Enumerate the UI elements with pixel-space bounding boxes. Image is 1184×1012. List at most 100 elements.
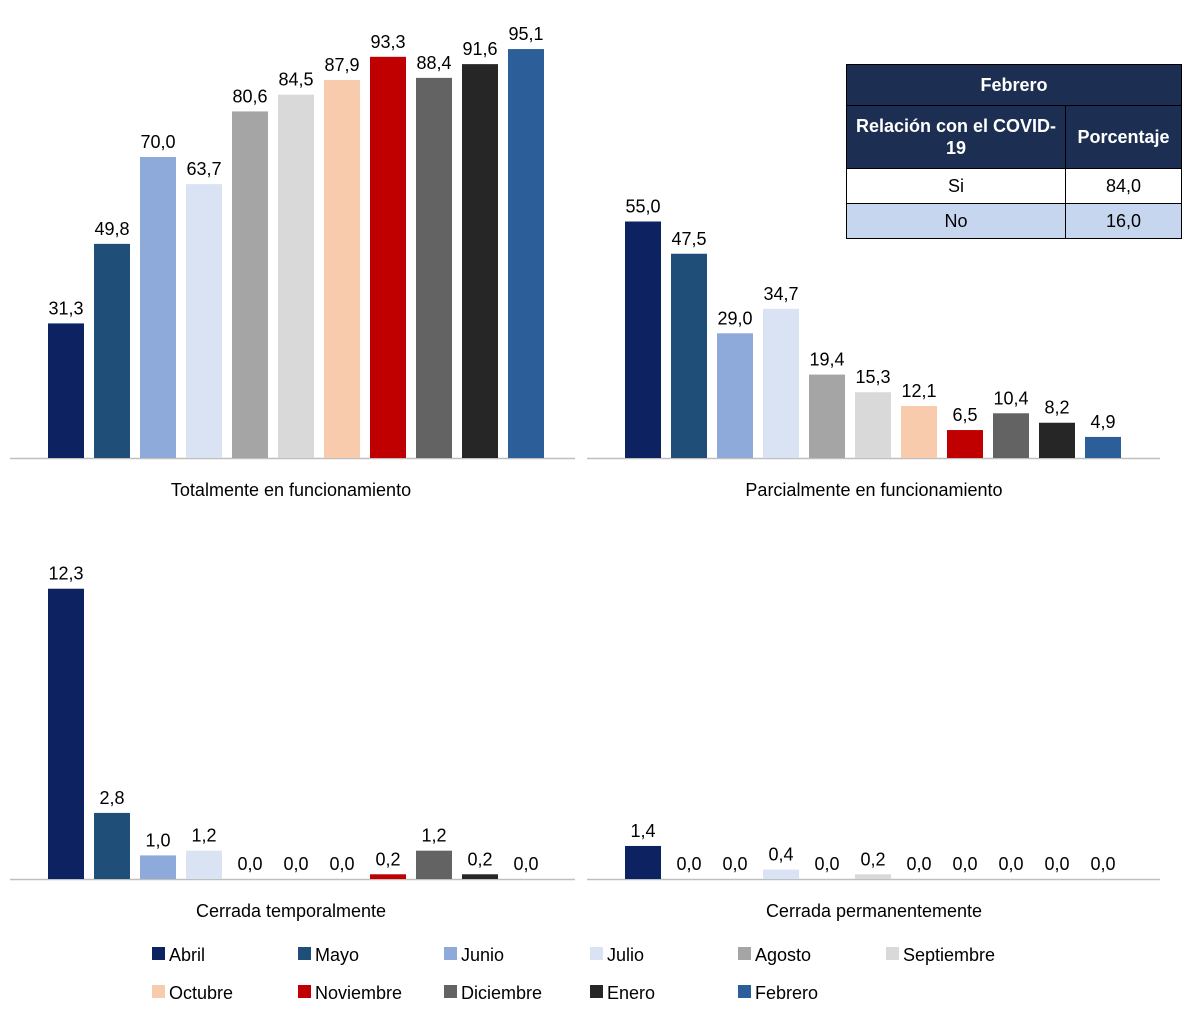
data-label: 93,3 [370,32,405,52]
data-label: 0,0 [329,854,354,874]
bar-diciembre [416,850,452,879]
bar-diciembre [416,77,452,458]
category-label: Totalmente en funcionamiento [171,480,411,500]
data-label: 1,4 [630,821,655,841]
bar-julio [186,850,222,879]
data-label: 8,2 [1044,398,1069,418]
data-label: 80,6 [232,86,267,106]
table-row: No 16,0 [846,203,1182,239]
legend-swatch [298,985,311,998]
data-label: 47,5 [671,229,706,249]
data-label: 70,0 [140,132,175,152]
legend-label: Junio [461,945,504,965]
table-row: Si 84,0 [846,168,1182,204]
legend: Abril Mayo Junio Julio Agosto Septiembre Octub… [152,945,995,1003]
chart-panel: 12,3 2,8 1,0 1,2 0,0 0,0 0,0 0,2 1,2 0,2 0,0 Cerrad… [10,564,575,921]
legend-label: Diciembre [461,983,542,1003]
data-label: 6,5 [952,405,977,425]
chart-panel: 1,4 0,0 0,0 0,4 0,0 0,2 0,0 0,0 0,0 0,0 0,0 Cerrada… [587,821,1160,921]
data-label: 0,0 [906,854,931,874]
covid-relation-table: Febrero Relación con el COVID-19 Porcent… [846,64,1182,239]
chart-panel: 31,3 49,8 70,0 63,7 80,6 84,5 87,9 93,3 88,4 91,6… [10,24,575,500]
bar-abril [625,845,661,879]
data-label: 2,8 [99,788,124,808]
bar-septiembre [855,392,891,458]
legend-swatch [444,947,457,960]
bar-enero [462,64,498,459]
table-cell-label: No [846,203,1066,239]
data-label: 12,3 [48,564,83,584]
data-label: 0,0 [814,854,839,874]
bar-agosto [232,111,268,459]
legend-label: Octubre [169,983,233,1003]
bar-septiembre [278,94,314,459]
bar-julio [186,184,222,458]
data-label: 0,0 [676,854,701,874]
data-label: 10,4 [993,388,1028,408]
data-label: 63,7 [186,159,221,179]
legend-swatch [738,985,751,998]
data-label: 0,0 [1044,854,1069,874]
bar-junio [140,157,176,458]
data-label: 0,2 [467,849,492,869]
data-label: 34,7 [763,284,798,304]
bar-noviembre [370,56,406,459]
legend-swatch [152,947,165,960]
data-label: 84,5 [278,70,313,90]
bar-julio [763,869,799,879]
data-label: 29,0 [717,308,752,328]
legend-label: Julio [607,945,644,965]
legend-label: Septiembre [903,945,995,965]
bar-febrero [508,49,544,458]
bar-octubre [324,80,360,458]
legend-swatch [444,985,457,998]
table-cell-value: 16,0 [1065,203,1182,239]
data-label: 88,4 [416,53,451,73]
bar-diciembre [993,413,1029,458]
table-header-relation: Relación con el COVID-19 [846,105,1066,169]
table-cell-label: Si [846,168,1066,204]
bar-agosto [809,374,845,458]
data-label: 19,4 [809,350,844,370]
bar-enero [1039,422,1075,458]
data-label: 15,3 [855,367,890,387]
table-header-percentage: Porcentaje [1065,105,1182,169]
bar-julio [763,308,799,458]
data-label: 0,2 [860,849,885,869]
data-label: 1,2 [421,826,446,846]
category-label: Parcialmente en funcionamiento [745,480,1002,500]
data-label: 0,0 [722,854,747,874]
data-label: 95,1 [508,24,543,44]
bar-mayo [671,253,707,458]
bar-febrero [1085,436,1121,458]
legend-swatch [298,947,311,960]
legend-label: Abril [169,945,205,965]
legend-label: Noviembre [315,983,402,1003]
table-cell-value: 84,0 [1065,168,1182,204]
legend-label: Agosto [755,945,811,965]
bar-septiembre [855,874,891,879]
data-label: 0,0 [283,854,308,874]
category-label: Cerrada permanentemente [766,901,982,921]
data-label: 91,6 [462,39,497,59]
chart-panel: 55,0 47,5 29,0 34,7 19,4 15,3 12,1 6,5 10,4 8,2 4,… [587,197,1160,500]
data-label: 0,0 [998,854,1023,874]
data-label: 12,1 [901,381,936,401]
bar-junio [717,333,753,458]
bar-octubre [901,405,937,458]
legend-label: Febrero [755,983,818,1003]
table-title: Febrero [846,64,1182,106]
bar-abril [48,323,84,458]
bar-enero [462,874,498,879]
bar-mayo [94,812,130,879]
data-label: 55,0 [625,197,660,217]
category-label: Cerrada temporalmente [196,901,386,921]
data-label: 49,8 [94,219,129,239]
data-label: 0,0 [237,854,262,874]
data-label: 0,0 [513,854,538,874]
data-label: 87,9 [324,55,359,75]
data-label: 0,0 [952,854,977,874]
data-label: 0,4 [768,845,793,865]
bar-junio [140,855,176,879]
